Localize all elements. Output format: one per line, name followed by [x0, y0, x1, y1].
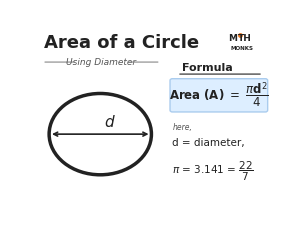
Text: d = diameter,: d = diameter,	[172, 138, 245, 148]
Text: Formula: Formula	[182, 63, 232, 73]
Text: d: d	[105, 114, 114, 130]
Text: Using Diameter: Using Diameter	[66, 58, 136, 66]
FancyBboxPatch shape	[170, 79, 268, 112]
Text: $\pi$ = 3.141 = $\dfrac{22}{7}$: $\pi$ = 3.141 = $\dfrac{22}{7}$	[172, 160, 254, 183]
Text: $\mathbf{Area\ (A)}\ =\ \dfrac{\pi \mathbf{d}^2}{4}$: $\mathbf{Area\ (A)}\ =\ \dfrac{\pi \math…	[169, 81, 269, 110]
Text: TH: TH	[238, 34, 251, 43]
Text: Area of a Circle: Area of a Circle	[44, 34, 200, 52]
Text: MONKS: MONKS	[231, 46, 254, 51]
Text: M: M	[228, 34, 237, 43]
Text: here,: here,	[172, 123, 192, 132]
